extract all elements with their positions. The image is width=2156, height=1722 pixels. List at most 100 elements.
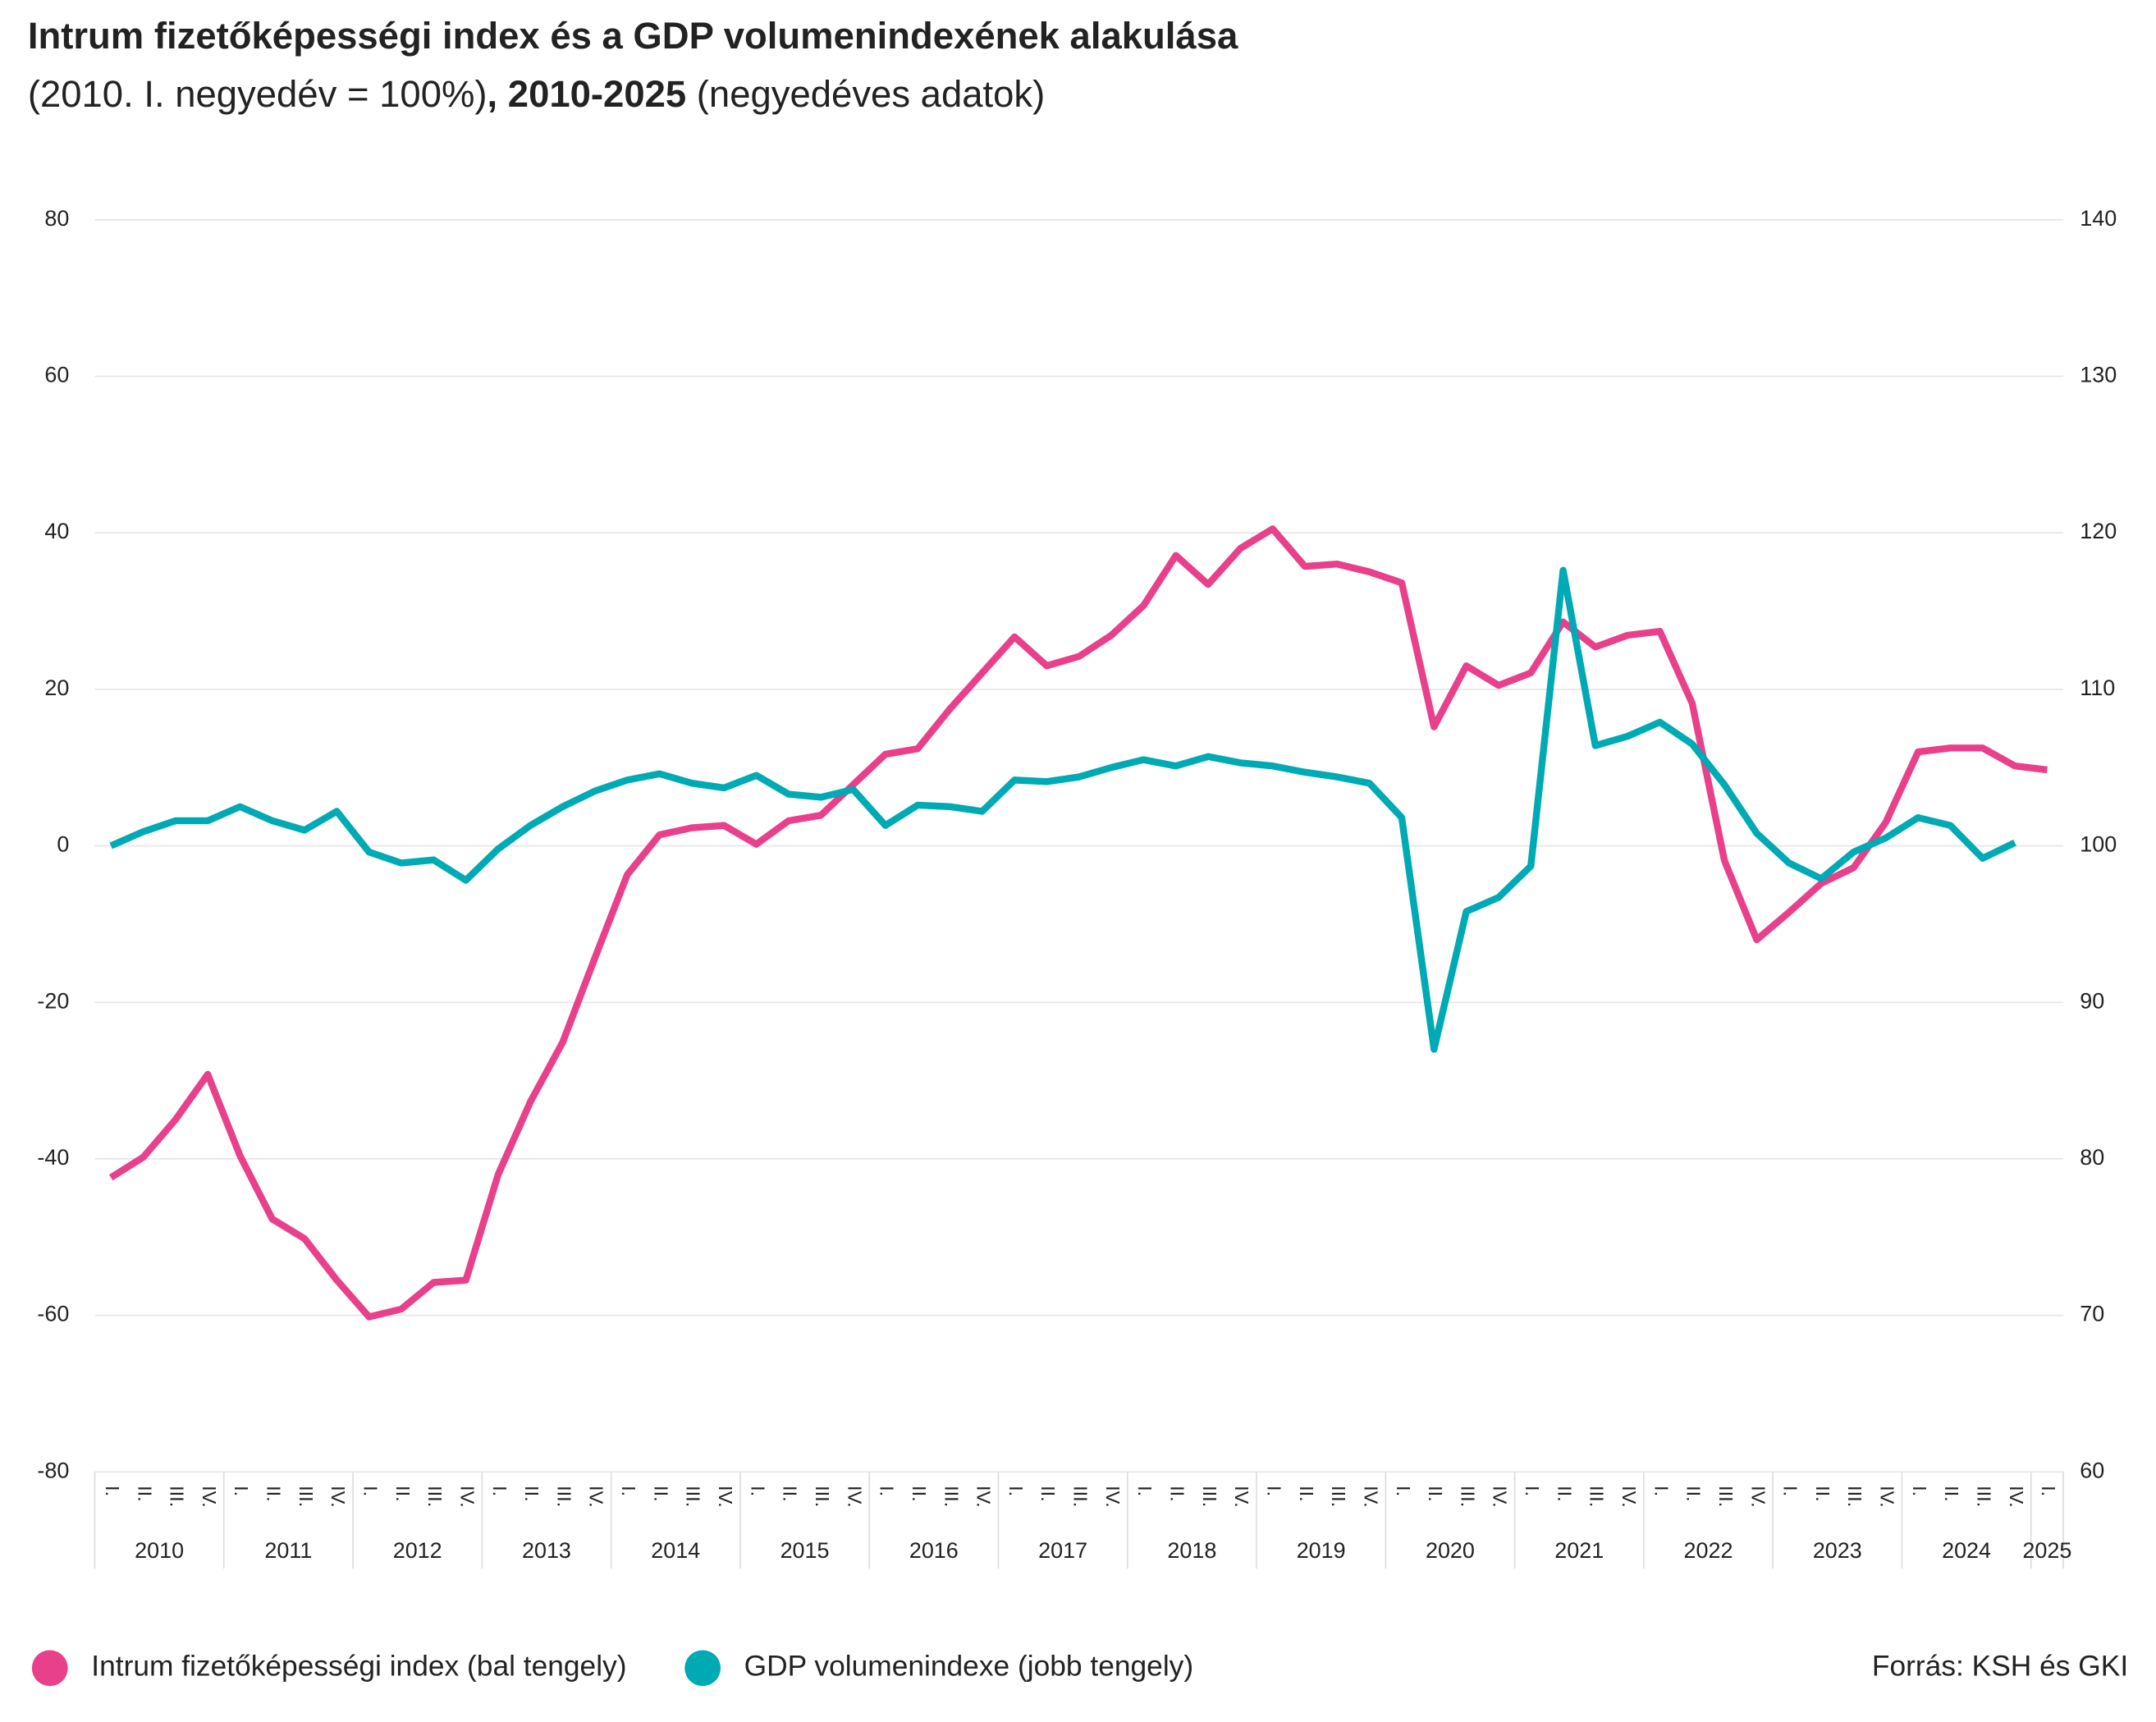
x-tick-label: IV. <box>327 1486 349 1508</box>
x-tick-label: III. <box>1070 1486 1092 1507</box>
x-tick-label: IV. <box>1877 1486 1898 1508</box>
x-tick-label: II. <box>1037 1486 1059 1502</box>
x-tick-label: III. <box>553 1486 574 1507</box>
x-tick-label: IV. <box>199 1486 220 1508</box>
y2-tick-label: 120 <box>2080 519 2117 543</box>
x-tick-label: IV. <box>1360 1486 1381 1508</box>
x-tick-label: II. <box>263 1486 285 1502</box>
y2-tick-label: 60 <box>2080 1458 2104 1482</box>
y2-tick-label: 110 <box>2080 676 2115 700</box>
subtitle-part: , 2010-2025 <box>488 73 687 115</box>
y2-tick-label: 70 <box>2080 1302 2104 1326</box>
x-tick-label: III. <box>683 1486 704 1507</box>
x-tick-label: III. <box>167 1486 188 1507</box>
x-tick-label: I. <box>1780 1486 1801 1496</box>
year-label: 2011 <box>264 1538 312 1563</box>
x-tick-label: I. <box>1263 1486 1284 1496</box>
year-label: 2025 <box>2022 1538 2071 1563</box>
y2-tick-label: 130 <box>2080 363 2117 387</box>
year-label: 2014 <box>651 1538 700 1563</box>
x-tick-label: II. <box>650 1486 671 1502</box>
x-tick-label: III. <box>1328 1486 1349 1507</box>
x-tick-label: II. <box>909 1486 930 1502</box>
x-tick-label: I. <box>1005 1486 1027 1496</box>
x-tick-label: II. <box>392 1486 414 1502</box>
x-tick-label: II. <box>1296 1486 1317 1502</box>
x-tick-label: I. <box>747 1486 768 1496</box>
x-tick-label: II. <box>780 1486 801 1502</box>
legend-label: GDP volumenindexe (jobb tengely) <box>744 1651 1193 1683</box>
year-label: 2010 <box>135 1538 184 1563</box>
x-tick-label: IV. <box>1490 1486 1511 1508</box>
y-tick-label: 80 <box>44 206 69 231</box>
x-tick-label: II. <box>134 1486 155 1502</box>
x-tick-label: I. <box>231 1486 252 1496</box>
x-tick-label: I. <box>359 1486 381 1496</box>
year-label: 2019 <box>1297 1538 1346 1563</box>
x-tick-label: I. <box>2038 1486 2059 1496</box>
x-tick-label: IV. <box>2006 1486 2027 1508</box>
x-tick-label: I. <box>1522 1486 1543 1496</box>
x-tick-label: III. <box>1844 1486 1865 1507</box>
x-tick-label: III. <box>1457 1486 1478 1507</box>
x-tick-label: III. <box>812 1486 833 1507</box>
x-tick-label: I. <box>877 1486 898 1496</box>
y-tick-label: 60 <box>44 363 69 387</box>
x-tick-label: II. <box>1812 1486 1833 1502</box>
x-tick-label: IV. <box>1747 1486 1769 1508</box>
x-tick-label: II. <box>1941 1486 1962 1502</box>
y-tick-label: -80 <box>37 1458 69 1482</box>
year-label: 2013 <box>522 1538 571 1563</box>
legend-swatch <box>684 1650 721 1687</box>
x-tick-label: III. <box>1715 1486 1737 1507</box>
y-tick-label: 20 <box>44 676 69 700</box>
year-label: 2024 <box>1942 1538 1991 1563</box>
x-tick-label: II. <box>1683 1486 1705 1502</box>
series-line <box>108 525 2048 1321</box>
x-tick-label: III. <box>1199 1486 1220 1507</box>
x-tick-label: III. <box>424 1486 446 1507</box>
x-tick-label: I. <box>1909 1486 1930 1496</box>
x-tick-label: IV. <box>1618 1486 1640 1508</box>
x-tick-label: I. <box>102 1486 123 1496</box>
year-label: 2016 <box>909 1538 959 1563</box>
year-label: 2021 <box>1554 1538 1604 1563</box>
subtitle-part: (negyedéves adatok) <box>686 73 1045 115</box>
chart-title: Intrum fizetőképességi index és a GDP vo… <box>28 15 1238 57</box>
x-tick-label: IV. <box>844 1486 865 1508</box>
x-tick-label: I. <box>1650 1486 1672 1496</box>
year-label: 2022 <box>1684 1538 1733 1563</box>
x-tick-label: III. <box>1974 1486 1995 1507</box>
y-tick-label: 0 <box>57 832 69 857</box>
x-tick-label: I. <box>1134 1486 1156 1496</box>
y-tick-label: 40 <box>44 519 69 543</box>
x-tick-label: II. <box>1554 1486 1575 1502</box>
x-tick-label: I. <box>618 1486 639 1496</box>
x-tick-label: IV. <box>973 1486 995 1508</box>
x-tick-label: III. <box>1586 1486 1608 1507</box>
x-tick-label: II. <box>521 1486 542 1502</box>
year-label: 2015 <box>780 1538 830 1563</box>
year-label: 2017 <box>1038 1538 1087 1563</box>
x-tick-label: II. <box>1167 1486 1188 1502</box>
y-tick-label: -60 <box>37 1302 69 1326</box>
subtitle-part: (2010. I. negyedév = 100%) <box>28 73 488 115</box>
x-tick-label: III. <box>941 1486 962 1507</box>
y2-tick-label: 80 <box>2080 1145 2104 1170</box>
source: Forrás: KSH és GKI <box>1872 1651 2128 1683</box>
year-label: 2023 <box>1813 1538 1862 1563</box>
y-tick-label: -20 <box>37 988 69 1013</box>
x-tick-label: IV. <box>586 1486 607 1508</box>
x-tick-label: II. <box>1425 1486 1446 1502</box>
x-tick-label: I. <box>489 1486 510 1496</box>
x-tick-label: IV. <box>1231 1486 1252 1508</box>
legend-label: Intrum fizetőképességi index (bal tengel… <box>91 1651 626 1683</box>
x-tick-label: IV. <box>1102 1486 1124 1508</box>
y-tick-label: -40 <box>37 1145 69 1170</box>
x-tick-label: III. <box>295 1486 317 1507</box>
chart-subtitle: (2010. I. negyedév = 100%), 2010-2025 (n… <box>28 73 1045 115</box>
series-line <box>109 566 2016 1053</box>
x-tick-label: IV. <box>715 1486 736 1508</box>
